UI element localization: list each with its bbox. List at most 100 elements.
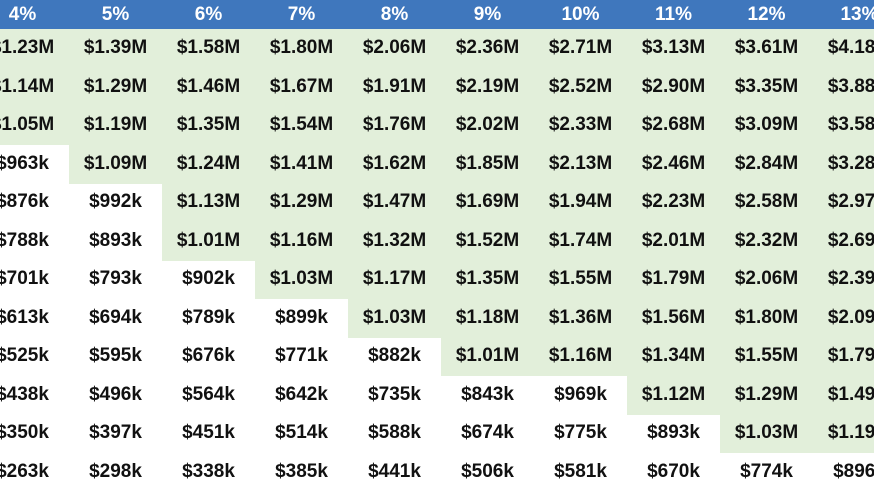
table-cell: $1.05M: [0, 106, 69, 145]
table-cell: $899k: [275, 307, 328, 328]
table-cell: $451k: [182, 422, 235, 443]
table-cell: $1.32M: [348, 222, 441, 261]
table-cell: $385k: [275, 461, 328, 482]
table-cell: $2.39M: [813, 260, 874, 299]
table-cell: $2.01M: [627, 222, 720, 261]
header-cell: 6%: [194, 4, 223, 25]
table-cell: $350k: [0, 422, 49, 443]
table-cell: $2.84M: [720, 145, 813, 184]
table-cell: $1.03M: [720, 414, 813, 453]
table-cell: $1.41M: [255, 145, 348, 184]
table-cell: $595k: [89, 345, 142, 366]
table-cell: $1.35M: [162, 106, 255, 145]
table-cell: $694k: [89, 307, 142, 328]
table-cell: $2.06M: [348, 29, 441, 68]
table-cell: $1.36M: [534, 299, 627, 338]
table-cell: $992k: [89, 191, 142, 212]
table-cell: $701k: [0, 268, 49, 289]
table-cell: $1.18M: [441, 299, 534, 338]
table-cell: $2.69M: [813, 222, 874, 261]
table-cell: $1.62M: [348, 145, 441, 184]
table-cell: $3.28M: [813, 145, 874, 184]
table-cell: $613k: [0, 307, 49, 328]
table-cell: $2.02M: [441, 106, 534, 145]
table-cell: $3.61M: [720, 29, 813, 68]
table-cell: $2.68M: [627, 106, 720, 145]
table-cell: $2.06M: [720, 260, 813, 299]
table-cell: $1.55M: [720, 337, 813, 376]
table-cell: $3.35M: [720, 68, 813, 107]
table-cell: $1.12M: [627, 376, 720, 415]
table-cell: $1.85M: [441, 145, 534, 184]
table-cell: $506k: [461, 461, 514, 482]
header-cell: 13%: [840, 4, 874, 25]
table-cell: $1.19M: [813, 414, 874, 453]
header-cell: 8%: [380, 4, 409, 25]
table-cell: $2.09M: [813, 299, 874, 338]
table-cell: $3.09M: [720, 106, 813, 145]
table-cell: $1.03M: [348, 299, 441, 338]
table-cell: $1.39M: [69, 29, 162, 68]
table-cell: $2.58M: [720, 183, 813, 222]
table-cell: $1.94M: [534, 183, 627, 222]
table-cell: $2.71M: [534, 29, 627, 68]
table-cell: $298k: [89, 461, 142, 482]
table-cell: $1.52M: [441, 222, 534, 261]
table-cell: $2.52M: [534, 68, 627, 107]
table-cell: $3.13M: [627, 29, 720, 68]
table-cell: $2.13M: [534, 145, 627, 184]
table-cell: $1.56M: [627, 299, 720, 338]
table-cell: $775k: [554, 422, 607, 443]
table-cell: $1.14M: [0, 68, 69, 107]
table-cell: $1.29M: [69, 68, 162, 107]
table-cell: $564k: [182, 384, 235, 405]
table-cell: $581k: [554, 461, 607, 482]
table-cell: $882k: [368, 345, 421, 366]
table-cell: $588k: [368, 422, 421, 443]
header-cell: 10%: [561, 4, 600, 25]
table-cell: $789k: [182, 307, 235, 328]
table-cell: $893k: [647, 422, 700, 443]
table-cell: $1.74M: [534, 222, 627, 261]
table-cell: $893k: [89, 230, 142, 251]
table-cell: $2.90M: [627, 68, 720, 107]
table-cell: $441k: [368, 461, 421, 482]
table-cell: $2.23M: [627, 183, 720, 222]
table-cell: $1.47M: [348, 183, 441, 222]
table-cell: $1.29M: [255, 183, 348, 222]
table-cell: $1.80M: [255, 29, 348, 68]
table-cell: $1.69M: [441, 183, 534, 222]
table-cell: $1.16M: [255, 222, 348, 261]
header-cell: 9%: [473, 4, 502, 25]
table-cell: $397k: [89, 422, 142, 443]
table-cell: $876k: [0, 191, 49, 212]
table-cell: $793k: [89, 268, 142, 289]
table-cell: $1.67M: [255, 68, 348, 107]
table-cell: $674k: [461, 422, 514, 443]
table-cell: $1.58M: [162, 29, 255, 68]
table-cell: $3.58M: [813, 106, 874, 145]
table-cell: $902k: [182, 268, 235, 289]
table-cell: $338k: [182, 461, 235, 482]
table-cell: $969k: [554, 384, 607, 405]
table-cell: $1.80M: [720, 299, 813, 338]
table-cell: $1.03M: [255, 260, 348, 299]
table-cell: $1.01M: [162, 222, 255, 261]
table-cell: $1.49M: [813, 376, 874, 415]
table-cell: $514k: [275, 422, 328, 443]
table-cell: $1.54M: [255, 106, 348, 145]
header-cell: 12%: [747, 4, 786, 25]
table-cell: $896k: [833, 461, 874, 482]
table-cell: $1.79M: [627, 260, 720, 299]
table-cell: $2.46M: [627, 145, 720, 184]
table-cell: $2.19M: [441, 68, 534, 107]
table-cell: $788k: [0, 230, 49, 251]
header-cell: 5%: [101, 4, 130, 25]
table-cell: $642k: [275, 384, 328, 405]
table-cell: $1.09M: [69, 145, 162, 184]
table-cell: $670k: [647, 461, 700, 482]
table-cell: $843k: [461, 384, 514, 405]
table-cell: $1.19M: [69, 106, 162, 145]
table-cell: $676k: [182, 345, 235, 366]
